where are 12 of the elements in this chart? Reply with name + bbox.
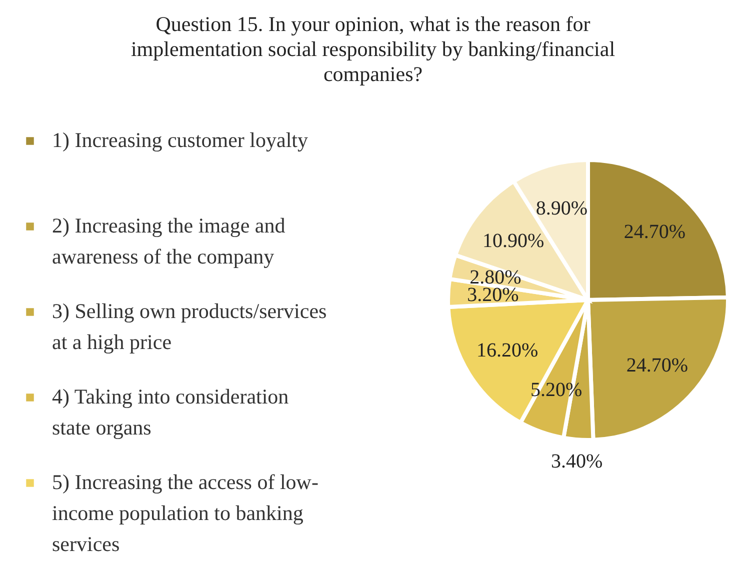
data-label: 10.90% <box>482 230 544 252</box>
legend-label: 2) Increasing the image and awareness of the company <box>52 214 286 268</box>
data-label: 24.70% <box>626 354 688 376</box>
data-label: 16.20% <box>476 340 538 362</box>
data-label: 8.90% <box>536 197 588 220</box>
chart-title: Question 15. In your opinion, what is the reason for implementation social responsibility by banking/financial companies? <box>130 12 616 86</box>
data-label: 24.70% <box>624 221 686 244</box>
legend-label: 3) Selling own products/services at a high price <box>52 299 327 354</box>
legend-label: 5) Increasing the access of low-income population to banking services <box>52 470 318 556</box>
legend-label: 1) Increasing customer loyalty <box>52 128 308 152</box>
legend-label: 4) Taking into consideration state organs <box>52 384 290 440</box>
data-label: 3.40% <box>550 450 603 473</box>
